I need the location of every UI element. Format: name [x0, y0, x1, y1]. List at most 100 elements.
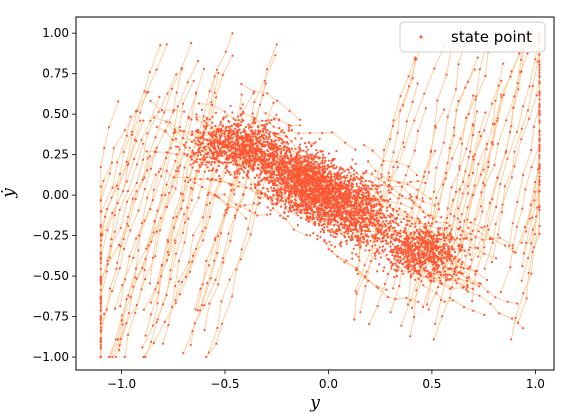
state-point — [151, 256, 155, 259]
state-point — [239, 124, 242, 127]
state-point — [340, 182, 343, 185]
state-point — [261, 133, 264, 136]
state-point — [270, 172, 273, 175]
state-point — [110, 161, 114, 164]
state-point — [243, 130, 246, 133]
state-point — [324, 201, 327, 204]
state-point — [343, 223, 346, 226]
state-point — [99, 317, 102, 320]
state-point — [538, 138, 541, 141]
state-point — [316, 163, 320, 166]
state-point — [207, 169, 211, 172]
state-point — [283, 192, 286, 195]
state-point — [318, 201, 321, 204]
state-point — [291, 166, 294, 169]
state-point — [530, 272, 533, 275]
state-point — [261, 142, 264, 145]
state-point — [392, 221, 395, 224]
state-point — [219, 120, 222, 124]
state-point — [312, 157, 315, 160]
state-point — [440, 216, 443, 219]
state-point — [190, 134, 193, 137]
state-point — [180, 280, 184, 284]
state-point — [211, 115, 214, 118]
state-point — [465, 147, 468, 150]
state-point — [494, 296, 497, 299]
state-point — [353, 318, 356, 321]
state-point — [99, 223, 102, 226]
state-point — [481, 238, 484, 241]
state-point — [321, 132, 324, 135]
state-point — [246, 169, 250, 173]
state-point — [315, 196, 319, 199]
state-point — [351, 252, 354, 255]
state-point — [372, 221, 375, 224]
state-point — [213, 259, 216, 262]
trajectory-line — [114, 60, 199, 309]
state-point — [336, 184, 339, 187]
state-point — [374, 184, 377, 187]
state-point — [392, 119, 395, 122]
state-point — [423, 92, 426, 95]
state-point — [272, 163, 275, 166]
state-point — [232, 129, 235, 132]
state-point — [131, 197, 134, 200]
state-point — [334, 236, 337, 239]
state-point — [376, 198, 379, 201]
state-point — [205, 161, 209, 164]
state-point — [318, 218, 321, 221]
state-point — [322, 212, 325, 216]
state-point — [142, 308, 145, 311]
state-point — [359, 209, 362, 212]
state-point — [262, 163, 265, 166]
state-point — [364, 198, 367, 201]
state-point — [238, 128, 241, 131]
state-point — [402, 104, 405, 107]
state-point — [443, 300, 446, 303]
state-point — [291, 204, 294, 207]
state-point — [331, 199, 334, 202]
state-point — [321, 165, 324, 168]
state-point — [351, 213, 354, 216]
state-point — [282, 188, 285, 191]
state-point — [296, 179, 299, 182]
state-point — [538, 225, 541, 228]
state-point — [377, 177, 380, 180]
state-point — [303, 160, 306, 163]
state-point — [253, 183, 257, 186]
state-point — [287, 182, 290, 185]
state-point — [105, 308, 108, 311]
state-point — [348, 211, 351, 214]
state-point — [330, 180, 333, 183]
state-point — [349, 191, 352, 194]
state-point — [303, 189, 306, 192]
state-point — [217, 283, 220, 286]
state-point — [285, 181, 288, 184]
state-point — [150, 240, 153, 243]
state-point — [515, 225, 519, 228]
state-point — [303, 169, 306, 172]
state-point — [211, 121, 214, 124]
state-point — [144, 257, 147, 261]
state-point — [379, 195, 382, 198]
state-point — [214, 125, 217, 128]
state-point — [340, 218, 343, 221]
state-point — [367, 279, 370, 282]
state-point — [346, 218, 349, 221]
state-point — [347, 179, 350, 182]
state-point — [400, 185, 403, 188]
state-point — [121, 323, 124, 326]
state-point — [327, 248, 330, 251]
state-point — [232, 188, 235, 191]
state-point — [201, 230, 204, 233]
state-point — [99, 251, 102, 254]
state-point — [99, 165, 102, 169]
state-point — [173, 128, 176, 131]
state-point — [425, 225, 428, 228]
state-point — [477, 230, 480, 233]
state-point — [427, 214, 430, 217]
state-point — [373, 252, 376, 255]
state-point — [538, 181, 541, 184]
state-point — [125, 322, 128, 325]
state-point — [239, 107, 242, 110]
